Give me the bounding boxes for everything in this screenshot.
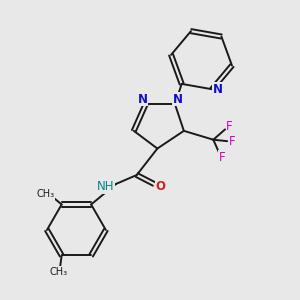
Text: F: F bbox=[219, 151, 226, 164]
Text: CH₃: CH₃ bbox=[36, 189, 55, 199]
Text: F: F bbox=[226, 120, 233, 133]
Text: N: N bbox=[138, 93, 148, 106]
Text: NH: NH bbox=[97, 180, 115, 193]
Text: N: N bbox=[212, 83, 222, 96]
Text: O: O bbox=[155, 180, 165, 193]
Text: N: N bbox=[172, 93, 182, 106]
Text: CH₃: CH₃ bbox=[50, 267, 68, 277]
Text: F: F bbox=[229, 135, 236, 148]
